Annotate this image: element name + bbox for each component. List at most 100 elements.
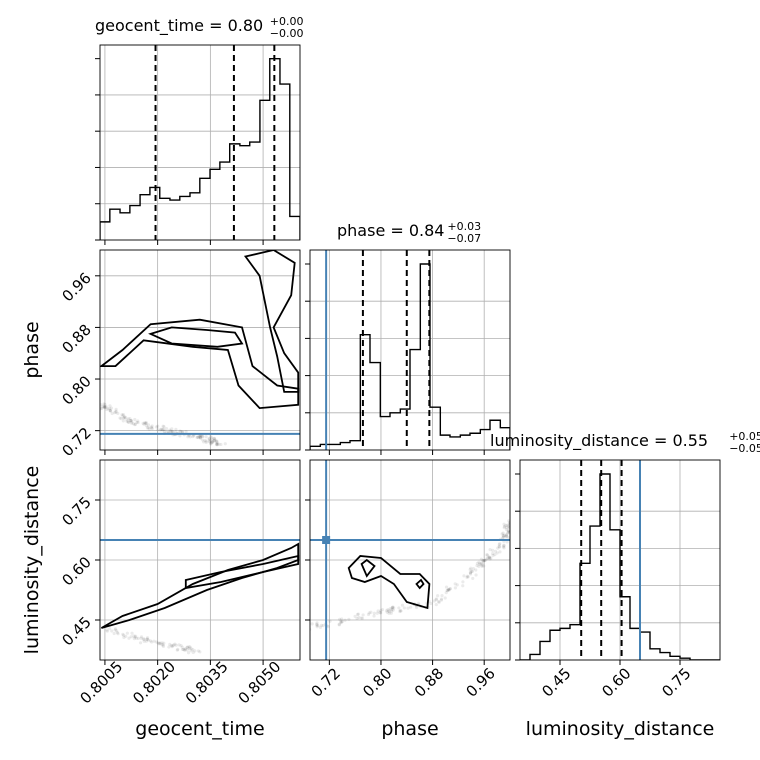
y-tick-label: 0.75	[59, 493, 95, 529]
sample-point	[491, 553, 495, 558]
sample-point	[498, 550, 502, 554]
sample-point	[477, 560, 481, 564]
sample-point	[468, 570, 473, 574]
sample-point	[215, 439, 219, 443]
sample-point	[506, 524, 510, 528]
sample-point	[109, 409, 113, 413]
sample-point	[505, 523, 510, 527]
sample-point	[112, 631, 116, 636]
sample-point	[132, 637, 136, 641]
sample-point	[474, 568, 478, 572]
panel-luminosity_distance-vs-geocent_time: 0.45 0.60 0.75 0.8005 0.8020 0.8035 0.8050	[59, 459, 301, 708]
sample-point	[188, 645, 192, 649]
sample-point	[502, 544, 506, 548]
sample-point	[103, 402, 107, 407]
sample-point	[468, 567, 472, 572]
sample-point	[486, 556, 490, 560]
sample-point	[163, 429, 167, 433]
sample-point	[129, 419, 133, 423]
sample-point	[211, 439, 215, 443]
sample-point	[186, 651, 191, 655]
sample-point	[511, 526, 514, 529]
sample-point	[210, 441, 214, 445]
sample-point	[108, 404, 112, 408]
sample-point	[162, 425, 166, 429]
sample-point	[122, 415, 126, 420]
sample-point	[497, 545, 502, 549]
sample-point	[506, 529, 510, 533]
sample-point	[128, 418, 133, 423]
sample-point	[502, 525, 506, 530]
contour-level	[184, 554, 300, 590]
sample-point	[136, 419, 140, 423]
sample-point	[488, 548, 492, 552]
sample-point	[183, 647, 187, 651]
sample-point	[447, 588, 451, 592]
sample-point	[144, 421, 148, 425]
sample-point	[201, 434, 205, 438]
sample-point	[200, 434, 205, 439]
sample-point	[160, 643, 164, 647]
sample-point	[502, 524, 507, 529]
sample-point	[500, 532, 504, 536]
sample-point	[191, 434, 196, 438]
sample-point	[497, 544, 501, 549]
sample-point	[315, 622, 319, 626]
sample-point	[115, 629, 119, 633]
sample-point	[501, 535, 505, 540]
sample-point	[154, 640, 158, 644]
sample-point	[387, 609, 391, 613]
contour-level	[148, 326, 244, 348]
sample-point	[475, 561, 479, 565]
sample-point	[133, 422, 137, 426]
sample-point	[130, 421, 134, 425]
sample-point	[429, 601, 433, 606]
sample-point	[147, 427, 151, 431]
sample-point	[181, 647, 185, 652]
sample-point	[409, 605, 413, 609]
sample-point	[204, 439, 208, 443]
sample-point	[161, 424, 165, 428]
sample-point	[485, 553, 490, 557]
sample-point	[414, 605, 419, 610]
sample-point	[108, 408, 112, 413]
sample-point	[444, 591, 448, 595]
sample-point	[124, 416, 128, 420]
truth-marker	[322, 536, 331, 544]
sample-point	[198, 650, 202, 654]
sample-point	[122, 635, 126, 640]
sample-point	[179, 644, 183, 648]
sample-point	[104, 405, 108, 409]
sample-point	[375, 611, 379, 615]
sample-point	[145, 637, 149, 641]
sample-point	[191, 650, 195, 655]
sample-point	[219, 442, 223, 447]
sample-point	[178, 434, 182, 438]
sample-point	[209, 441, 213, 445]
sample-point	[170, 429, 174, 434]
sample-point	[121, 632, 125, 637]
sample-point	[470, 569, 474, 573]
sample-point	[201, 438, 205, 442]
sample-point	[318, 625, 323, 630]
x-tick-label: 0.8050	[235, 658, 285, 708]
sample-point	[391, 608, 395, 612]
sample-point	[215, 441, 219, 445]
sample-point	[139, 636, 143, 641]
sample-point	[474, 573, 478, 577]
sample-point	[399, 609, 403, 613]
sample-point	[387, 611, 391, 615]
sample-point	[465, 575, 469, 579]
sample-point	[126, 417, 130, 421]
sample-point	[129, 635, 133, 639]
sample-point	[209, 436, 214, 440]
sample-point	[105, 407, 109, 412]
sample-point	[391, 605, 395, 609]
sample-point	[113, 628, 117, 632]
sample-point	[152, 639, 156, 643]
sample-point	[481, 559, 485, 563]
sample-point	[479, 557, 484, 561]
sample-point	[339, 620, 343, 624]
sample-point	[434, 598, 438, 602]
sample-point	[168, 642, 172, 646]
